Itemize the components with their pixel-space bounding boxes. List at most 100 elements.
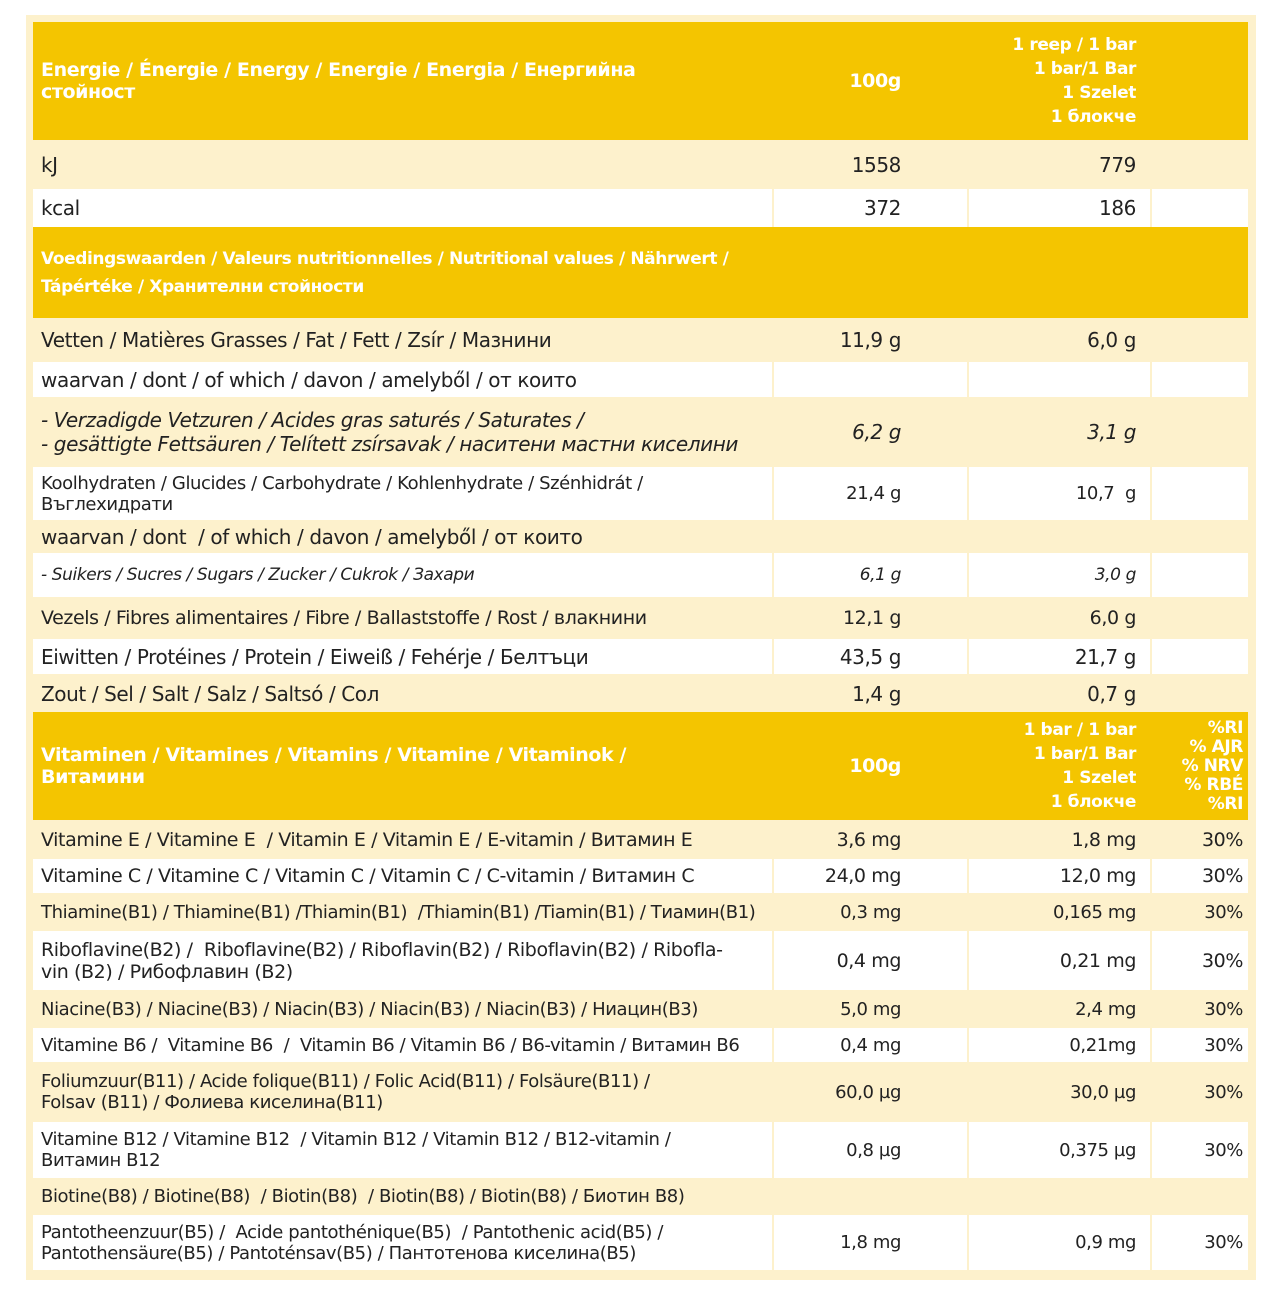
cell-text: 1 bar / 1 bar bbox=[1023, 720, 1137, 740]
cell-text: 60,0 µg bbox=[835, 1081, 901, 1103]
table-cell: 24,0 mg bbox=[774, 859, 967, 893]
table-cell: Riboflavine(B2) / Riboflavine(B2) / Ribo… bbox=[33, 931, 772, 990]
table-cell: 30% bbox=[1152, 931, 1248, 990]
table-cell: Pantotheenzuur(B5) / Acide pantothénique… bbox=[33, 1215, 772, 1270]
table-cell: 0,21 mg bbox=[969, 931, 1150, 990]
table-cell: Thiamine(B1) / Thiamine(B1) /Thiamin(B1)… bbox=[33, 895, 772, 929]
cell-text: 30% bbox=[1204, 1081, 1243, 1103]
table-cell: 30% bbox=[1152, 822, 1248, 857]
table-cell: 21,4 g bbox=[774, 467, 967, 520]
table-cell bbox=[774, 522, 967, 551]
cell-text: 12,0 mg bbox=[1059, 865, 1137, 887]
cell-text: Eiwitten / Protéines / Protein / Eiweiß … bbox=[41, 644, 589, 669]
cell-text: 0,9 mg bbox=[1075, 1232, 1136, 1253]
table-cell: 3,1 g bbox=[969, 399, 1150, 465]
cell-text: 6,1 g bbox=[859, 565, 902, 585]
cell-text: Riboflavine(B2) / Riboflavine(B2) / Ribo… bbox=[41, 938, 723, 961]
cell-text: - Verzadigde Vetzuren / Acides gras satu… bbox=[41, 408, 584, 432]
table-cell bbox=[774, 1180, 967, 1213]
table-cell: 60,0 µg bbox=[774, 1064, 967, 1120]
table-cell: 11,9 g bbox=[774, 320, 967, 360]
table-cell: 30% bbox=[1152, 992, 1248, 1026]
cell-text: Koolhydraten / Glucides / Carbohydrate /… bbox=[41, 472, 643, 494]
cell-text: 2,4 mg bbox=[1075, 998, 1136, 1020]
cell-text: Voedingswaarden / Valeurs nutritionnelle… bbox=[41, 248, 729, 269]
cell-text: 11,9 g bbox=[839, 328, 902, 352]
cell-text: 3,6 mg bbox=[836, 828, 902, 851]
cell-text: 0,375 µg bbox=[1059, 1139, 1136, 1161]
cell-text: - Suikers / Sucres / Sugars / Zucker / C… bbox=[41, 565, 475, 585]
header-cell bbox=[1150, 22, 1248, 140]
table-cell: Eiwitten / Protéines / Protein / Eiweiß … bbox=[33, 639, 772, 674]
table-cell: waarvan / dont / of which / davon / amel… bbox=[33, 362, 772, 397]
cell-text: Biotine(B8) / Biotine(B8) / Biotin(B8) /… bbox=[41, 1186, 685, 1207]
cell-text: % NRV bbox=[1181, 755, 1244, 776]
cell-text: 0,4 mg bbox=[836, 949, 902, 972]
table-cell bbox=[969, 362, 1150, 397]
table-cell: 0,7 g bbox=[969, 676, 1150, 712]
cell-text: 1 reep / 1 bar bbox=[1012, 35, 1136, 55]
table-cell: 6,0 g bbox=[969, 320, 1150, 360]
cell-text: 0,165 mg bbox=[1052, 901, 1136, 923]
header-cell bbox=[967, 227, 1150, 318]
cell-text: Tápértéke / Хранителни стойности bbox=[41, 276, 364, 297]
cell-text: Pantothensäure(B5) / Pantoténsav(B5) / П… bbox=[41, 1242, 636, 1264]
table-cell: 0,3 mg bbox=[774, 895, 967, 929]
cell-text: % RBÉ bbox=[1184, 774, 1243, 795]
table-cell: 2,4 mg bbox=[969, 992, 1150, 1026]
table-cell: 779 bbox=[969, 142, 1150, 187]
cell-text: 30% bbox=[1204, 1034, 1243, 1056]
cell-text: Niacine(B3) / Niacine(B3) / Niacin(B3) /… bbox=[41, 998, 698, 1020]
cell-text: Energie / Énergie / Energy / Energie / E… bbox=[41, 59, 636, 81]
cell-text: - gesättigte Fettsäuren / Telített zsírs… bbox=[41, 432, 739, 456]
table-cell: 0,9 mg bbox=[969, 1215, 1150, 1270]
table-cell: 21,7 g bbox=[969, 639, 1150, 674]
table-cell: kcal bbox=[33, 189, 772, 227]
table-cell: 10,7 g bbox=[969, 467, 1150, 520]
table-cell: Zout / Sel / Salt / Salz / Saltsó / Сол bbox=[33, 676, 772, 712]
cell-text: 24,0 mg bbox=[824, 865, 902, 887]
table-cell: 1,8 mg bbox=[774, 1215, 967, 1270]
cell-text: Foliumzuur(B11) / Acide folique(B11) / F… bbox=[41, 1071, 650, 1092]
cell-text: Vitaminen / Vitamines / Vitamins / Vitam… bbox=[41, 744, 627, 766]
cell-text: %RI bbox=[1207, 793, 1244, 814]
table-cell: 30% bbox=[1152, 859, 1248, 893]
cell-text: 0,21 mg bbox=[1059, 949, 1137, 972]
cell-text: kJ bbox=[41, 152, 58, 177]
cell-text: Vitamine B6 / Vitamine B6 / Vitamin B6 /… bbox=[41, 1034, 740, 1056]
cell-text: Въглехидрати bbox=[41, 493, 173, 515]
table-cell: 30,0 µg bbox=[969, 1064, 1150, 1120]
table-cell: Vitamine C / Vitamine C / Vitamin C / Vi… bbox=[33, 859, 772, 893]
cell-text: 30% bbox=[1204, 998, 1243, 1020]
cell-text: 12,1 g bbox=[842, 607, 901, 629]
table-cell: 0,4 mg bbox=[774, 1028, 967, 1062]
cell-text: 6,2 g bbox=[852, 420, 901, 444]
cell-text: 100g bbox=[849, 755, 901, 777]
table-cell: 372 bbox=[774, 189, 967, 227]
table-cell: 0,21mg bbox=[969, 1028, 1150, 1062]
table-cell: - Verzadigde Vetzuren / Acides gras satu… bbox=[33, 399, 772, 465]
cell-text: 5,0 mg bbox=[840, 998, 901, 1020]
cell-text: 21,7 g bbox=[1074, 644, 1137, 669]
table-cell bbox=[1152, 467, 1248, 520]
cell-text: 3,0 g bbox=[1094, 565, 1137, 585]
cell-text: Pantotheenzuur(B5) / Acide pantothénique… bbox=[41, 1221, 664, 1243]
cell-text: % AJR bbox=[1189, 736, 1243, 757]
table-cell bbox=[774, 362, 967, 397]
cell-text: Vetten / Matières Grasses / Fat / Fett /… bbox=[41, 328, 552, 352]
cell-text: 21,4 g bbox=[846, 483, 901, 504]
table-cell bbox=[1152, 639, 1248, 674]
table-cell bbox=[1152, 362, 1248, 397]
cell-text: 779 bbox=[1099, 152, 1136, 177]
cell-text: vin (B2) / Рибофлавин (B2) bbox=[41, 960, 293, 983]
table-cell: Vitamine E / Vitamine E / Vitamin E / Vi… bbox=[33, 822, 772, 857]
cell-text: 186 bbox=[1099, 196, 1136, 220]
table-cell: 1558 bbox=[774, 142, 967, 187]
table-cell: 0,375 µg bbox=[969, 1122, 1150, 1178]
table-cell bbox=[1152, 676, 1248, 712]
header-cell: Voedingswaarden / Valeurs nutritionnelle… bbox=[33, 227, 772, 318]
table-cell: waarvan / dont / of which / davon / amel… bbox=[33, 522, 772, 551]
cell-text: 30% bbox=[1201, 949, 1243, 972]
table-cell: - Suikers / Sucres / Sugars / Zucker / C… bbox=[33, 553, 772, 597]
header-cell bbox=[772, 227, 967, 318]
